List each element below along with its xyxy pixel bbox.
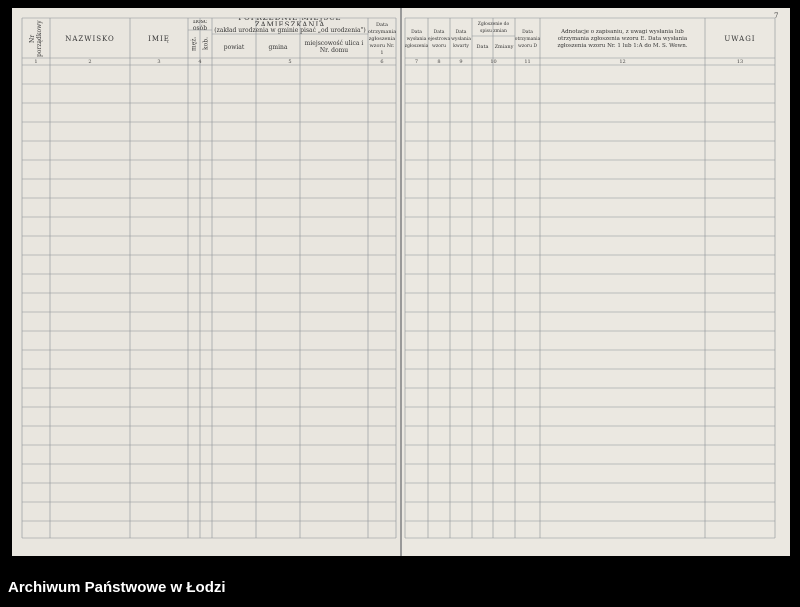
column-number: 6: [380, 59, 384, 65]
header: Data otrzymania zgłoszenia wzoru Nr. 1: [368, 21, 396, 56]
header: Zgłoszenie do spisu zmian: [477, 22, 510, 34]
page-number: 7: [774, 12, 779, 20]
header: Data wysłania zgłoszenia: [405, 29, 428, 49]
header: IMIĘ: [148, 34, 170, 43]
column-number: 4: [198, 59, 202, 65]
header: Nr porządkowy: [29, 20, 43, 58]
column-number: 1: [34, 59, 38, 65]
column-number: 9: [459, 59, 463, 65]
column-number: 7: [414, 59, 419, 65]
column-number: 3: [157, 59, 161, 65]
header: POPRZEDNIE MIEJSCE ZAMIESZKANIA: [238, 18, 342, 26]
header: męż.: [190, 36, 198, 52]
header: Ilość osób: [192, 20, 208, 30]
column-number: 2: [88, 59, 92, 65]
header: kob.: [202, 37, 210, 51]
header: UWAGI: [724, 34, 756, 43]
header: Zmiany: [494, 43, 514, 50]
ruling: [21, 17, 776, 539]
column-number: 11: [524, 59, 531, 65]
header: powiat: [223, 43, 245, 51]
column-number: 5: [288, 59, 292, 65]
column-number: 10: [490, 59, 497, 65]
left-sheet: [12, 8, 402, 556]
right-sheet: [400, 8, 790, 556]
header: Data zarejestrowania wzoru: [428, 29, 450, 49]
column-number: 8: [437, 59, 441, 65]
footer-text: Archiwum Państwowe w Łodzi: [8, 579, 226, 596]
header: gmina: [268, 43, 288, 51]
column-number: 12: [619, 59, 626, 65]
header: Data wysłania kwarty: [451, 29, 471, 49]
header: Data otrzymania wzoru D: [515, 29, 540, 49]
header: Data: [476, 43, 489, 50]
header: (zakład urodzenia w gminie pisać „od uro…: [214, 26, 366, 34]
column-number: 13: [736, 59, 744, 65]
header: NAZWISKO: [65, 34, 115, 43]
header: Adnotacje o zapisaniu, z uwagi wysłania …: [557, 28, 688, 49]
header: miejscowość ulica i Nr. domu: [304, 40, 364, 54]
